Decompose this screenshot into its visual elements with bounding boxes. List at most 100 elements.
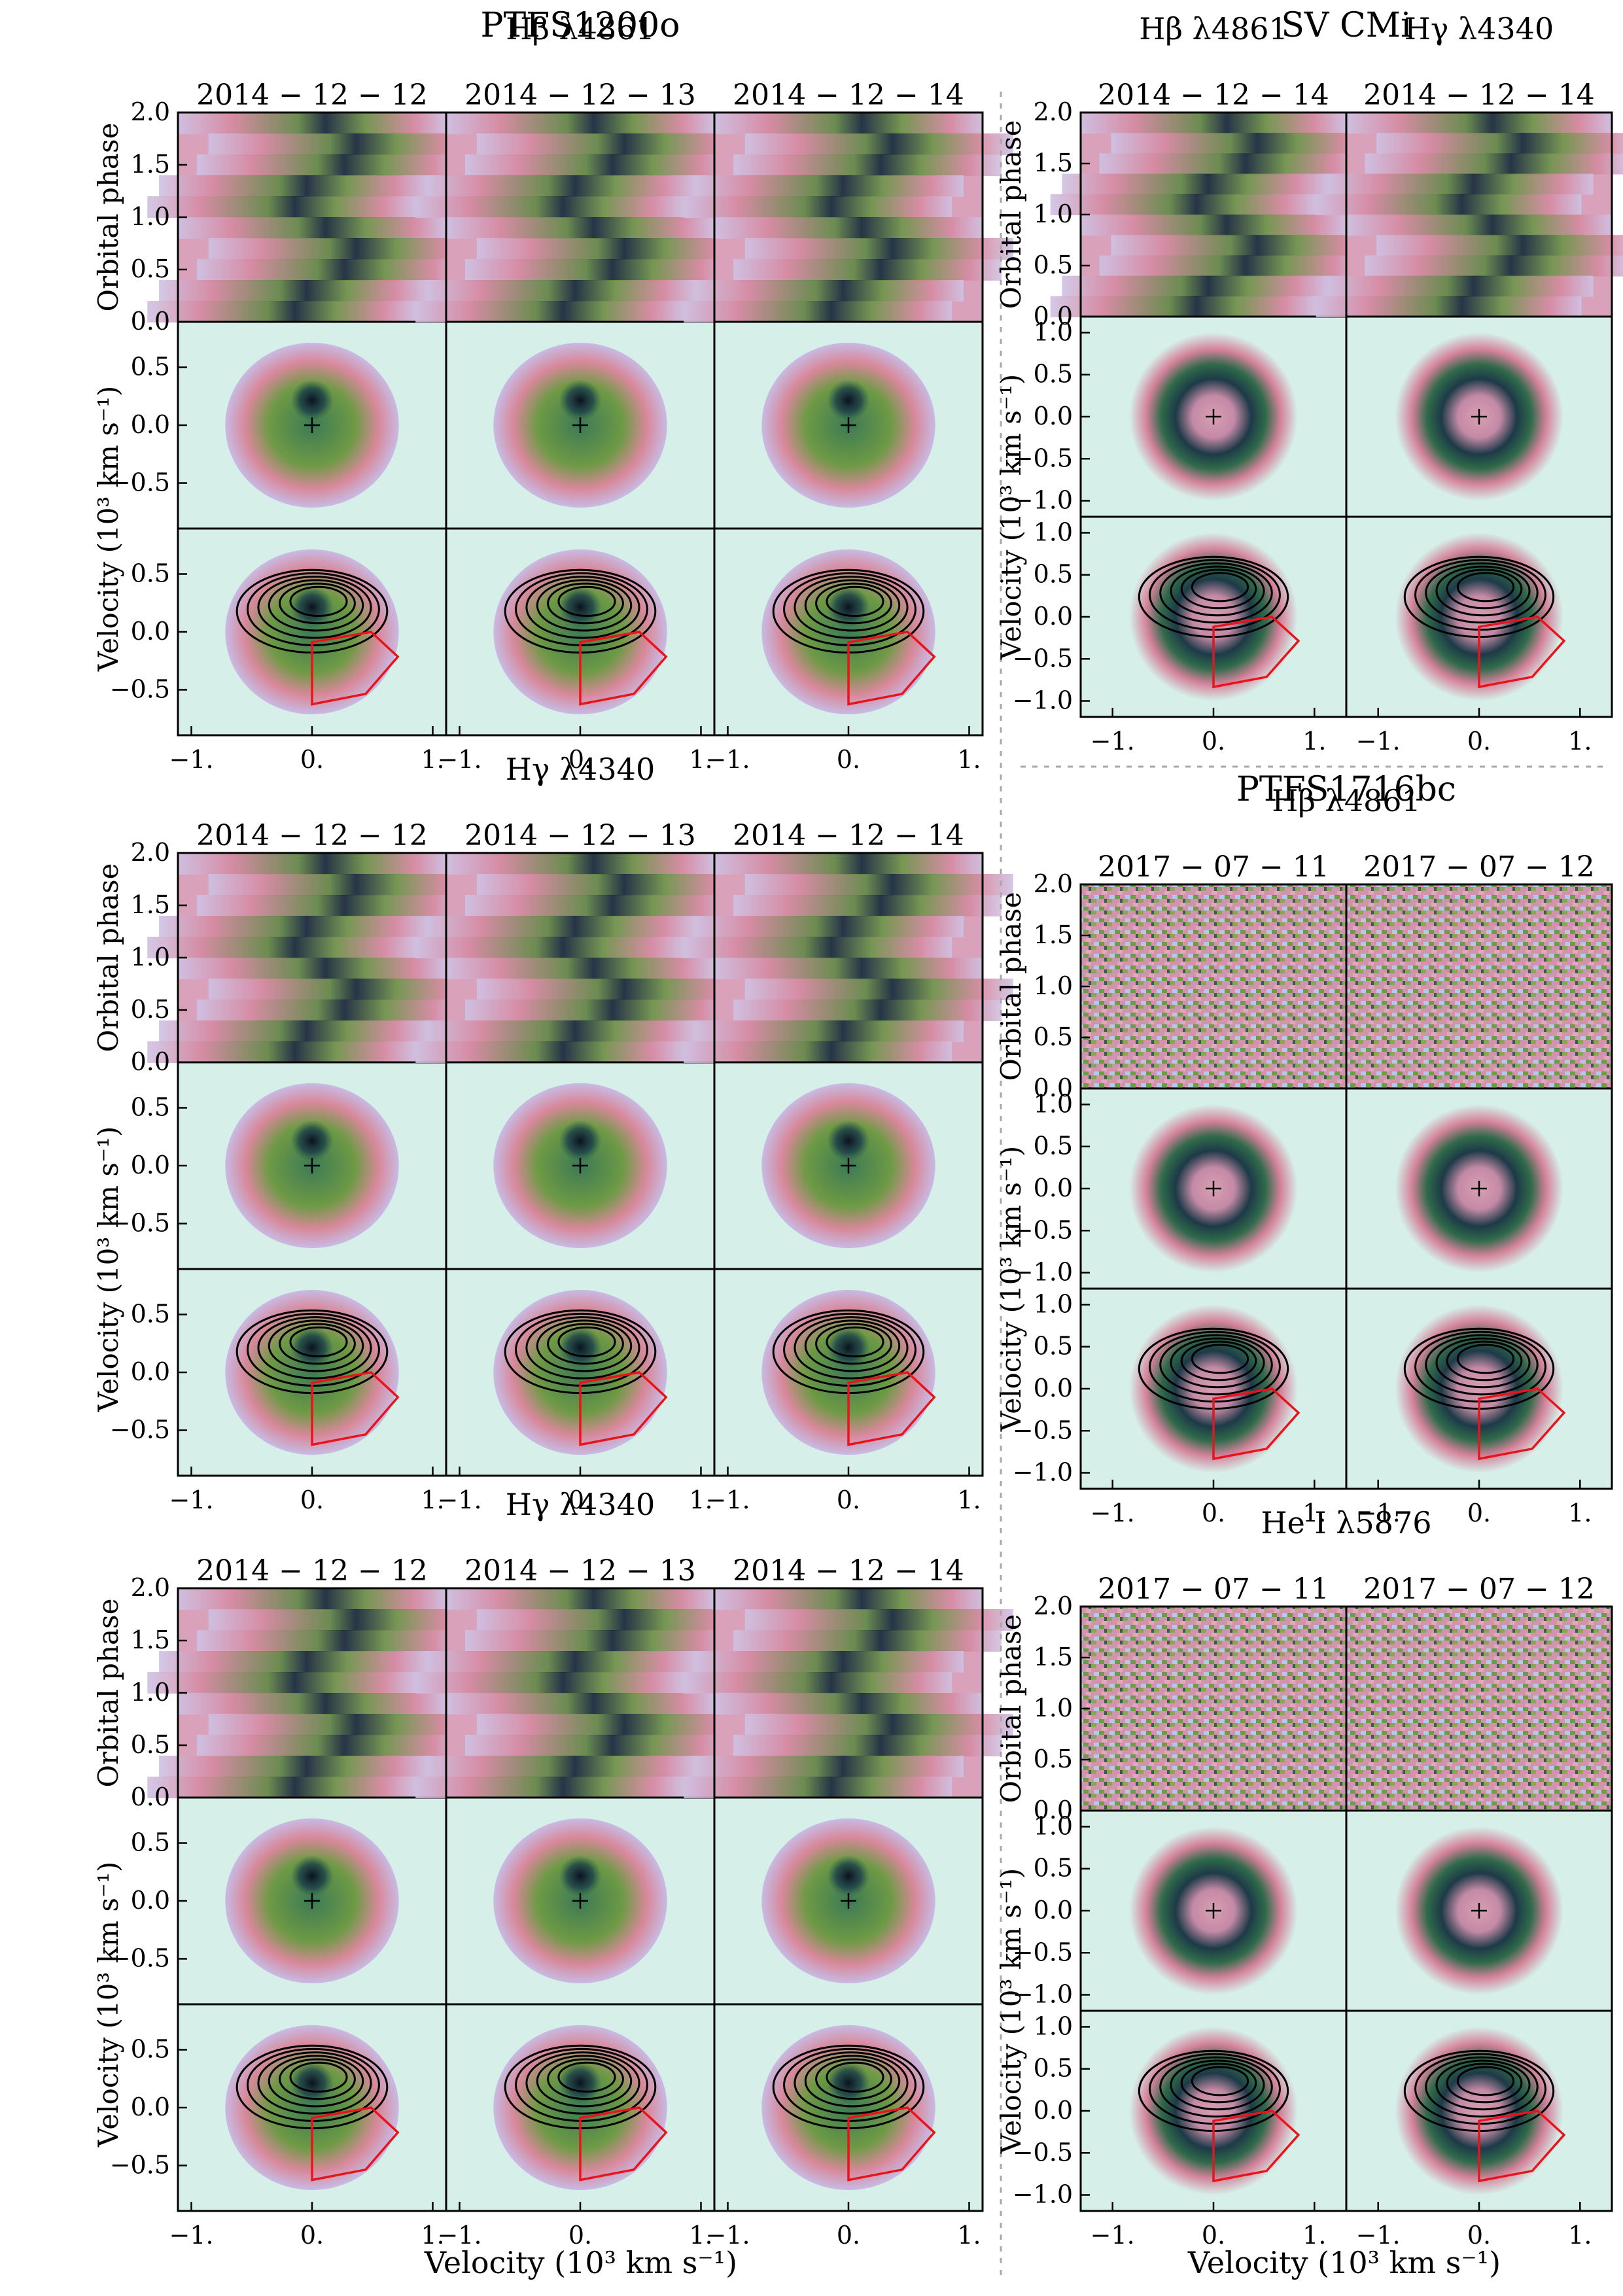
trail-stripe — [684, 1777, 952, 1798]
trail-image — [1346, 884, 1612, 1088]
trail-stripe — [714, 958, 983, 979]
contour-line — [279, 1323, 356, 1365]
velocity-tick-label: −0.5 — [110, 1943, 170, 1972]
velocity-tick-label: 0.5 — [131, 1300, 170, 1329]
hot-spot — [559, 1327, 602, 1368]
x-tick-label: 1. — [1302, 2221, 1326, 2250]
doppler-map — [1346, 317, 1612, 517]
phase-tick-label: 1.0 — [131, 1678, 170, 1707]
trail-stripe — [464, 1630, 733, 1652]
velocity-axis-label: Velocity (10³ km s⁻¹) — [995, 1868, 1027, 2155]
x-tick-label: −1. — [1091, 727, 1135, 756]
x-tick-label: 0. — [568, 745, 592, 774]
velocity-tick-label: −0.5 — [110, 1415, 170, 1444]
trail-stripe — [464, 259, 733, 281]
x-tick-label: 1. — [1568, 1499, 1592, 1527]
contour-line — [536, 1319, 633, 1372]
velocity-tick-label: −0.5 — [1013, 1416, 1073, 1444]
velocity-tick-label: 0.5 — [1034, 1332, 1073, 1361]
trail-stripe — [427, 1651, 696, 1673]
trail-stripe — [695, 280, 964, 302]
velocity-tick-label: −0.5 — [1013, 444, 1073, 472]
date-label: 2014 − 12 − 13 — [464, 78, 696, 112]
phase-tick-label: 1.5 — [1034, 148, 1073, 177]
trail-stripe — [147, 301, 416, 322]
contour-line — [826, 585, 884, 617]
x-tick-label: −1. — [437, 745, 481, 774]
trail-stripe — [476, 874, 745, 896]
trail-stripe — [178, 1693, 446, 1714]
contour-line — [1414, 2053, 1546, 2125]
contour-line — [525, 576, 640, 639]
contour-line — [1446, 568, 1523, 610]
x-tick-label: 0. — [837, 2221, 860, 2250]
contour-line — [1425, 2056, 1539, 2118]
contour-set — [236, 568, 389, 654]
phase-tick-label: 0.5 — [1034, 251, 1073, 279]
trail-stripe — [714, 853, 983, 875]
trail-stripe — [1346, 215, 1612, 236]
trail-stripe — [1316, 296, 1582, 317]
trail-stripe — [695, 175, 964, 197]
roche-lobe-outline — [1478, 2110, 1566, 2183]
line-title: Hγ λ4340 — [506, 1487, 655, 1522]
trail-stripe — [476, 1714, 745, 1735]
velocity-axis-label: Velocity (10³ km s⁻¹) — [92, 386, 124, 672]
trail-stripe — [208, 238, 477, 260]
trail-stripe — [464, 1000, 733, 1021]
velocity-tick-label: −0.5 — [1013, 1938, 1073, 1966]
contour-line — [1159, 1334, 1273, 1396]
origin-marker — [841, 1158, 856, 1174]
contour-line — [1414, 559, 1546, 631]
phase-tick-label: 1.5 — [131, 1626, 170, 1654]
x-tick-label: 1. — [689, 2221, 712, 2250]
phase-tick-label: 2.0 — [131, 838, 170, 867]
roche-lobe-outline — [847, 631, 936, 706]
contour-line — [557, 2061, 616, 2093]
roche-lobe-outline — [579, 631, 668, 706]
trailed-spectrum — [684, 1588, 1013, 1798]
x-tick-label: −1. — [705, 2221, 750, 2250]
x-tick-label: 1. — [689, 1486, 712, 1514]
x-tick-label: −1. — [705, 1486, 750, 1514]
x-tick-label: 1. — [957, 2221, 981, 2250]
contour-set — [236, 1309, 389, 1395]
line-title: Hγ λ4340 — [506, 752, 655, 787]
trail-stripe — [733, 154, 1002, 176]
x-tick-label: −1. — [169, 2221, 213, 2250]
trail-stripe — [446, 1693, 714, 1714]
hot-spot — [827, 586, 870, 628]
trail-stripe — [684, 1041, 952, 1063]
trail-stripe — [147, 937, 416, 958]
hot-spot — [290, 1120, 334, 1162]
trail-stripe — [1099, 153, 1365, 175]
contour-line — [1159, 562, 1273, 624]
velocity-tick-label: −1.0 — [1013, 1258, 1073, 1287]
trail-stripe — [1062, 275, 1328, 297]
contour-line — [1456, 2066, 1515, 2096]
trail-stripe — [159, 1756, 428, 1777]
velocity-tick-label: −0.5 — [1013, 2138, 1073, 2166]
contour-line — [515, 1312, 648, 1387]
trail-stripe — [744, 133, 1013, 155]
velocity-tick-label: 0.0 — [1034, 1374, 1073, 1402]
x-tick-label: −1. — [437, 1486, 481, 1514]
contour-line — [1149, 2053, 1281, 2125]
velocity-tick-label: 0.5 — [131, 1828, 170, 1857]
trailed-spectrum — [1081, 1607, 1346, 1811]
contour-set — [504, 2044, 657, 2130]
contour-set — [1403, 2049, 1555, 2132]
phase-tick-label: 0.0 — [131, 1047, 170, 1076]
phase-tick-label: 1.0 — [131, 202, 170, 231]
trail-stripe — [714, 217, 983, 239]
trail-stripe — [1111, 133, 1377, 154]
contour-line — [1170, 565, 1265, 617]
contour-line — [1446, 1340, 1523, 1382]
velocity-tick-label: 0.5 — [1034, 1854, 1073, 1883]
trail-stripe — [147, 1041, 416, 1063]
hot-spot — [827, 379, 870, 421]
velocity-axis-label: Velocity (10³ km s⁻¹) — [995, 374, 1027, 661]
contour-line — [268, 2055, 364, 2108]
x-tick-label: 0. — [1467, 1499, 1491, 1527]
x-tick-label: −1. — [437, 2221, 481, 2250]
